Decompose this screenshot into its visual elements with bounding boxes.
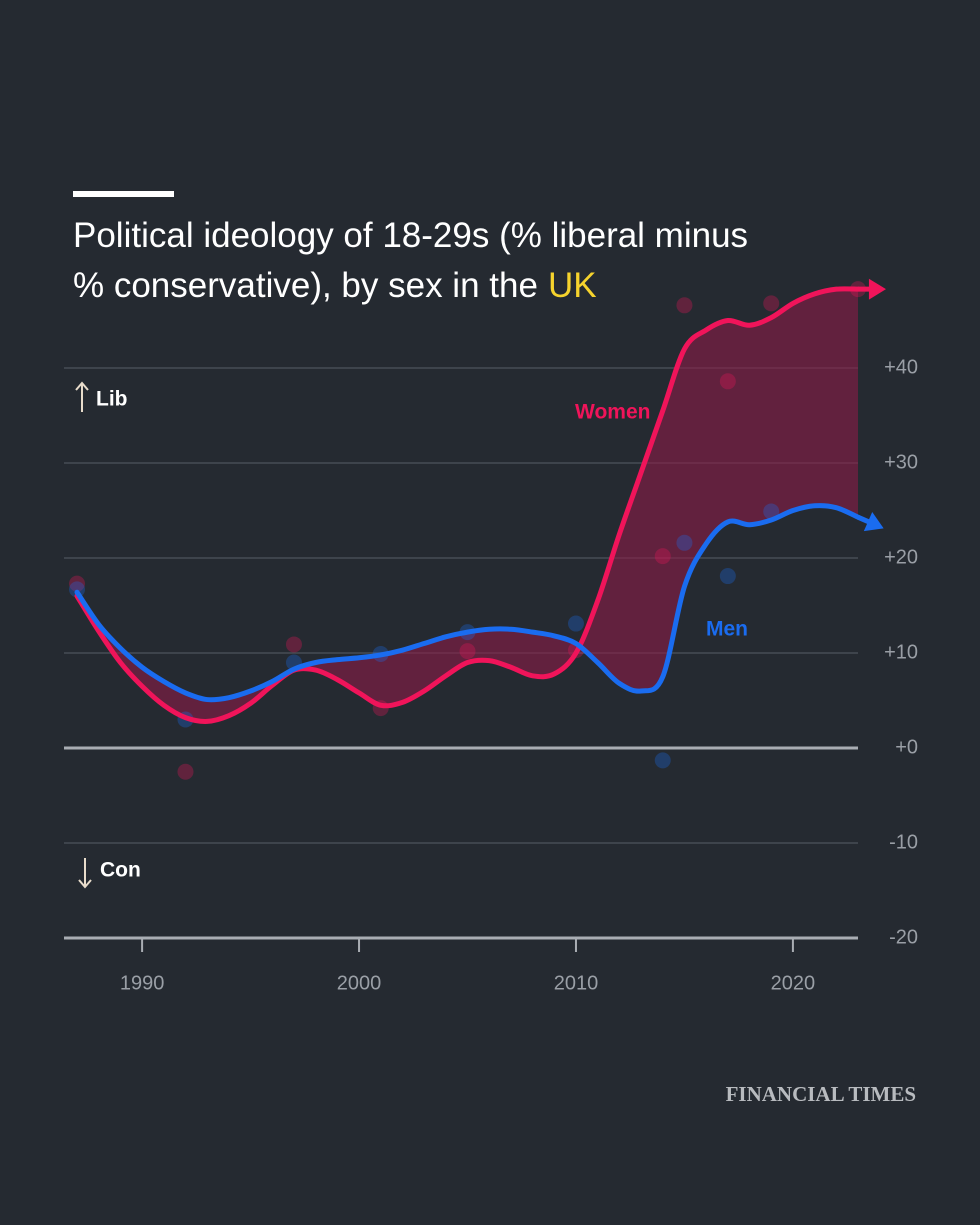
x-tick-label: 2010 <box>554 972 599 994</box>
y-tick-label: +30 <box>884 451 918 473</box>
arrow-head <box>863 511 884 532</box>
x-tick-label: 2000 <box>337 972 382 994</box>
survey-dot <box>719 373 736 390</box>
survey-dot <box>459 643 476 660</box>
source: FINANCIAL TIMES <box>726 1082 916 1106</box>
title-line: Political ideology of 18-29s (% liberal … <box>73 216 748 255</box>
title-line: % conservative), by sex in the <box>73 266 538 305</box>
survey-dot <box>177 763 194 780</box>
lib-marker: Lib <box>75 381 128 412</box>
survey-dot <box>285 636 302 653</box>
gap-area <box>77 288 858 722</box>
series-label: Men <box>706 618 748 641</box>
y-tick-label: +0 <box>895 736 918 758</box>
survey-dot <box>676 297 693 314</box>
survey-dot <box>654 548 671 565</box>
arrow-head <box>868 278 886 300</box>
survey-dot <box>719 568 736 585</box>
survey-dot <box>676 534 693 551</box>
title-bar <box>73 191 174 197</box>
series-line <box>74 286 861 724</box>
annotation: Con <box>100 859 141 882</box>
x-tick-label: 1990 <box>120 972 165 994</box>
y-tick-label: -20 <box>889 926 918 948</box>
x-tick-label: 2020 <box>771 972 816 994</box>
y-tick-label: -10 <box>889 831 918 853</box>
survey-dot <box>69 575 86 592</box>
y-tick-label: +20 <box>884 546 918 568</box>
y-tick-label: +40 <box>884 356 918 378</box>
series-label: Women <box>575 401 650 424</box>
title-highlight: UK <box>548 266 597 305</box>
survey-dot <box>567 615 584 632</box>
annotation: Lib <box>96 388 128 411</box>
survey-dot <box>763 503 780 520</box>
chart-title: Political ideology of 18-29s (% liberal … <box>73 216 748 305</box>
survey-dot <box>654 752 671 769</box>
survey-dot <box>69 581 86 598</box>
con-marker: Con <box>78 858 141 889</box>
series-line <box>74 503 861 703</box>
y-tick-label: +10 <box>884 641 918 663</box>
survey-dot <box>763 295 780 312</box>
